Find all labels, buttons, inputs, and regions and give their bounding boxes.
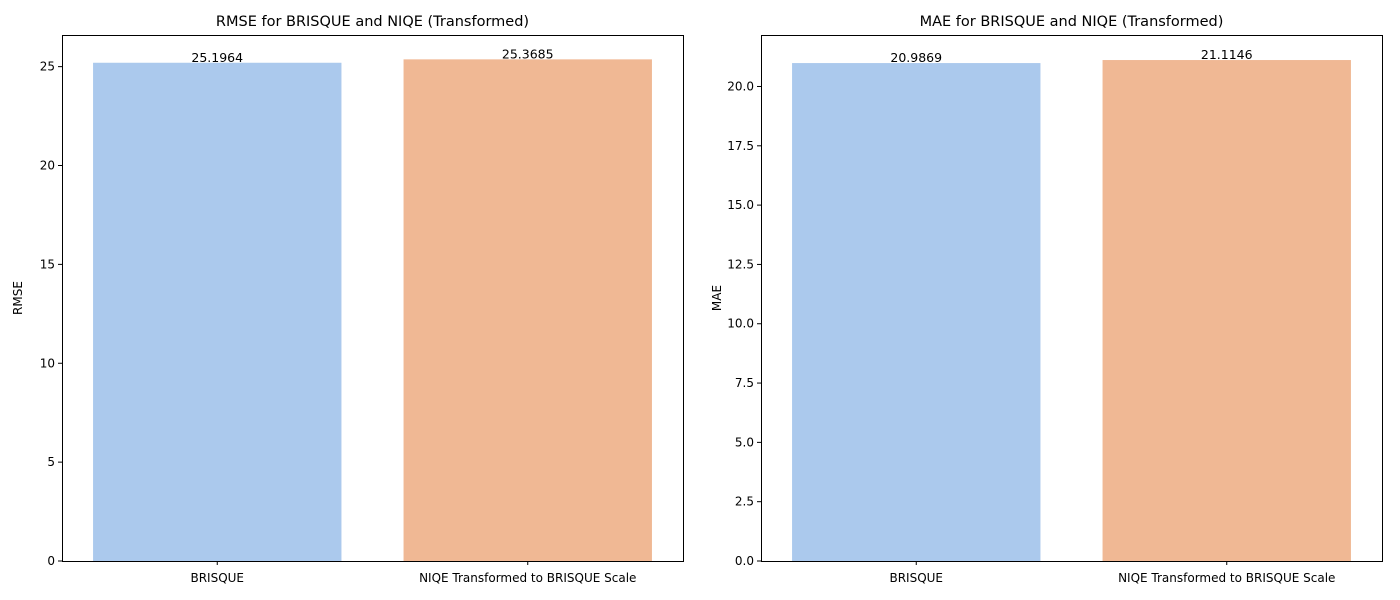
x-tick-label-2: NIQE Transformed to BRISQUE Scale <box>419 571 636 585</box>
axes-frame <box>761 35 1383 562</box>
x-tick-label-2: NIQE Transformed to BRISQUE Scale <box>1118 571 1335 585</box>
chart-panel-0: 25.1964 BRISQUE 25.3685 NIQE Transformed to… <box>11 14 684 585</box>
value-label-1: 20.9869 <box>890 50 942 65</box>
bar-1 <box>792 63 1041 561</box>
chart-title: MAE for BRISQUE and NIQE (Transformed) <box>920 14 1224 30</box>
y-tick-label-4: 20 <box>40 159 55 173</box>
bar-2 <box>403 59 652 561</box>
x-tick-label-1: BRISQUE <box>889 571 943 585</box>
y-tick-label-6: 15.0 <box>727 198 754 212</box>
x-tick-label-1: BRISQUE <box>190 571 244 585</box>
y-tick-label-7: 17.5 <box>727 139 754 153</box>
axes-frame <box>62 35 684 562</box>
value-label-2: 21.1146 <box>1201 47 1253 62</box>
chart-title: RMSE for BRISQUE and NIQE (Transformed) <box>216 14 529 30</box>
y-tick-label-3: 7.5 <box>735 376 754 390</box>
chart-panel-1: 20.9869 BRISQUE 21.1146 NIQE Transformed to… <box>710 14 1383 585</box>
y-tick-label-2: 10 <box>40 356 55 370</box>
y-tick-label-4: 10.0 <box>727 317 754 331</box>
value-label-2: 25.3685 <box>502 46 554 61</box>
y-axis-label: RMSE <box>11 281 25 315</box>
y-tick-label-0: 0.0 <box>735 554 754 568</box>
y-axis-label: MAE <box>710 285 724 311</box>
y-tick-label-0: 0 <box>47 554 55 568</box>
y-tick-label-8: 20.0 <box>727 79 754 93</box>
bar-2 <box>1102 60 1351 561</box>
y-tick-label-2: 5.0 <box>735 435 754 449</box>
y-tick-label-3: 15 <box>40 257 55 271</box>
y-tick-label-1: 2.5 <box>735 495 754 509</box>
y-tick-label-5: 25 <box>40 60 55 74</box>
y-tick-label-5: 12.5 <box>727 257 754 271</box>
bar-1 <box>93 62 342 561</box>
y-tick-label-1: 5 <box>47 455 55 469</box>
value-label-1: 25.1964 <box>191 50 243 65</box>
